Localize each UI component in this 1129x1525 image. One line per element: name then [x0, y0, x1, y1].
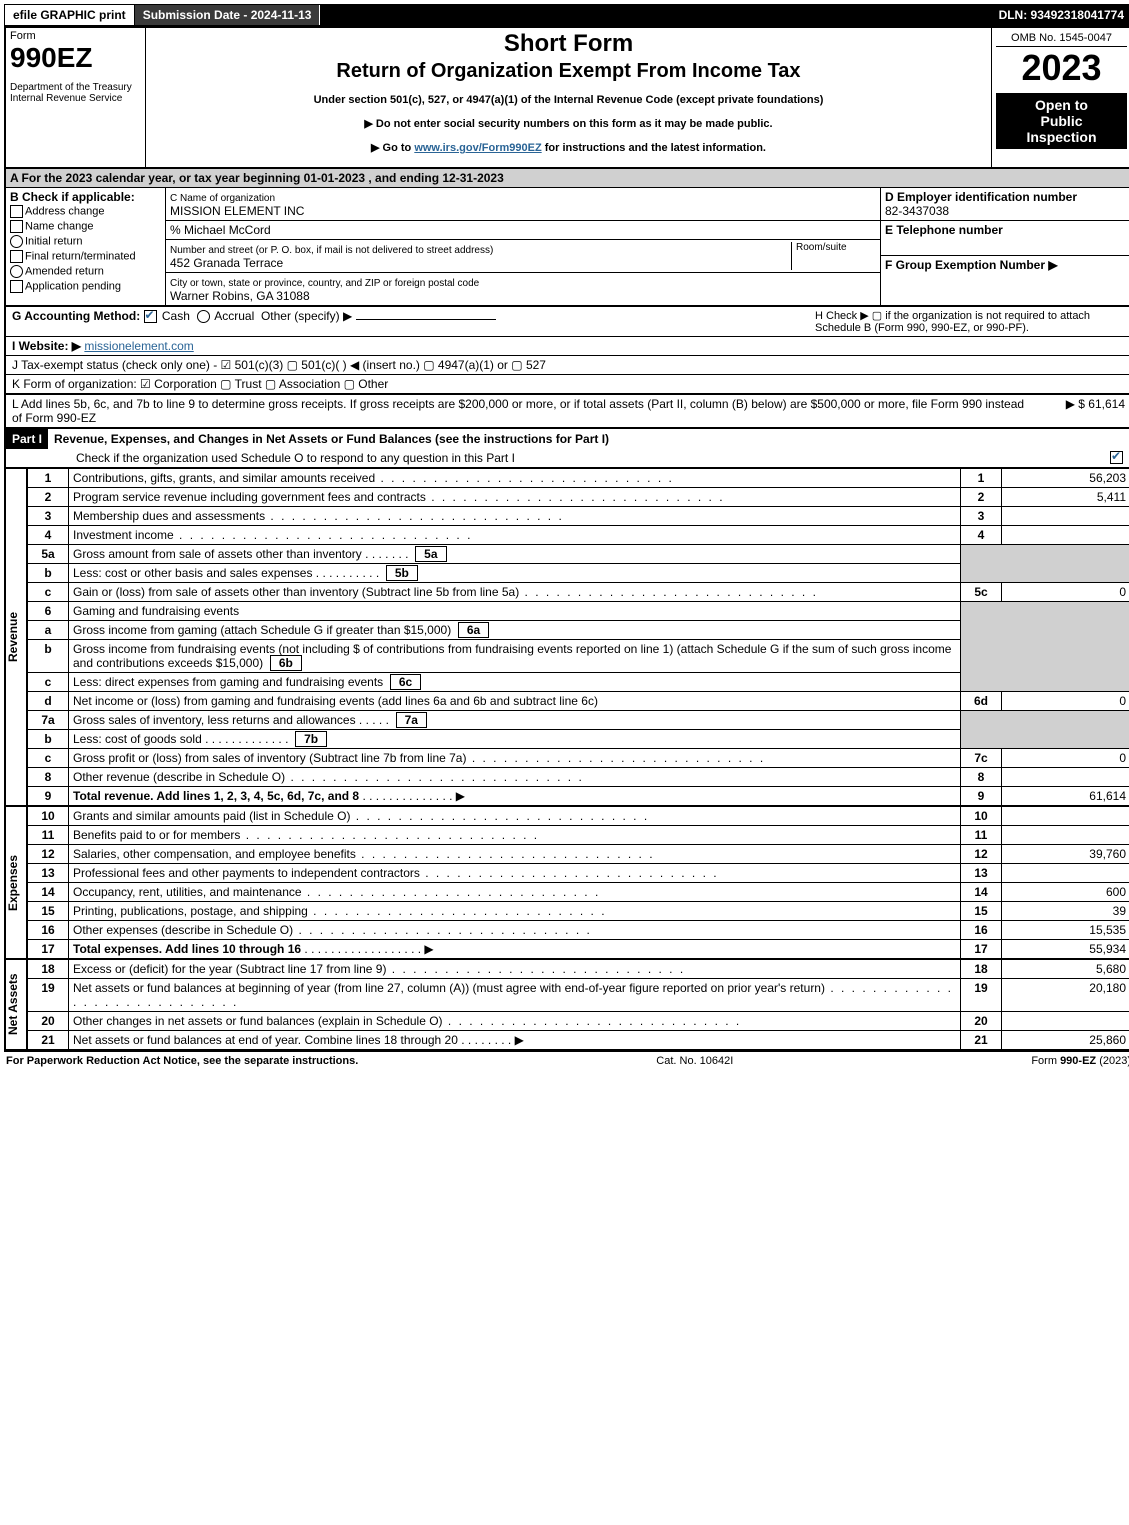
c-label: C Name of organization [170, 193, 275, 204]
part-i-tag: Part I [6, 429, 48, 449]
i-label: I Website: ▶ [12, 339, 81, 353]
netassets-table: 18Excess or (deficit) for the year (Subt… [27, 959, 1129, 1050]
form-container: Form 990EZ Department of the Treasury In… [4, 26, 1129, 1052]
form-number: 990EZ [10, 42, 141, 74]
accrual-label: Accrual [214, 309, 254, 323]
line-a: A For the 2023 calendar year, or tax yea… [6, 169, 1129, 188]
line-h: H Check ▶ ▢ if the organization is not r… [815, 309, 1125, 334]
expenses-side-label: Expenses [6, 806, 27, 959]
amt-2: 5,411 [1002, 488, 1129, 507]
amt-15: 39 [1002, 902, 1129, 921]
chk-app-pending[interactable]: Application pending [10, 279, 161, 294]
website-link[interactable]: missionelement.com [84, 339, 193, 353]
chk-name-change[interactable]: Name change [10, 219, 161, 234]
amt-17: 55,934 [1002, 940, 1129, 959]
chk-accrual[interactable] [197, 310, 210, 323]
d-label: D Employer identification number [885, 190, 1077, 204]
dept-treasury: Department of the Treasury [10, 82, 141, 93]
submission-date: Submission Date - 2024-11-13 [135, 5, 321, 25]
f-label: F Group Exemption Number ▶ [885, 258, 1058, 272]
chk-schedule-o[interactable] [1110, 451, 1123, 464]
g-label: G Accounting Method: [12, 309, 140, 323]
footer: For Paperwork Reduction Act Notice, see … [4, 1052, 1129, 1070]
line-k: K Form of organization: ☑ Corporation ▢ … [6, 374, 1129, 394]
amt-5c: 0 [1002, 583, 1129, 602]
section-b: B Check if applicable: Address change Na… [6, 188, 166, 305]
amt-19: 20,180 [1002, 979, 1129, 1012]
goto-pre: ▶ Go to [371, 142, 414, 154]
amt-18: 5,680 [1002, 960, 1129, 979]
netassets-side-label: Net Assets [6, 959, 27, 1050]
amt-16: 15,535 [1002, 921, 1129, 940]
chk-cash[interactable] [144, 310, 157, 323]
org-name: MISSION ELEMENT INC [170, 204, 304, 218]
efile-print[interactable]: efile GRAPHIC print [5, 5, 135, 25]
line-j: J Tax-exempt status (check only one) - ☑… [6, 355, 1129, 374]
revenue-table: 1Contributions, gifts, grants, and simil… [27, 468, 1129, 806]
tax-year: 2023 [996, 47, 1127, 89]
amt-12: 39,760 [1002, 845, 1129, 864]
ein: 82-3437038 [885, 204, 949, 218]
chk-address-change[interactable]: Address change [10, 204, 161, 219]
part-i-sub: Check if the organization used Schedule … [76, 451, 1110, 465]
form-title: Short Form [150, 30, 987, 58]
b-label: B Check if applicable: [10, 190, 135, 204]
amt-1: 56,203 [1002, 469, 1129, 488]
street: 452 Granada Terrace [170, 256, 283, 270]
footer-left: For Paperwork Reduction Act Notice, see … [6, 1055, 358, 1067]
amt-6d: 0 [1002, 692, 1129, 711]
irs-link[interactable]: www.irs.gov/Form990EZ [414, 142, 541, 154]
footer-mid: Cat. No. 10642I [656, 1055, 733, 1067]
city-state-zip: Warner Robins, GA 31088 [170, 289, 310, 303]
revenue-side-label: Revenue [6, 468, 27, 806]
line-l-amt: ▶ $ 61,614 [1025, 397, 1125, 425]
cash-label: Cash [162, 309, 190, 323]
street-label: Number and street (or P. O. box, if mail… [170, 245, 493, 256]
open-to-public: Open toPublicInspection [996, 93, 1127, 149]
form-subtitle: Return of Organization Exempt From Incom… [150, 60, 987, 83]
amt-7c: 0 [1002, 749, 1129, 768]
goto-post: for instructions and the latest informat… [542, 142, 766, 154]
city-label: City or town, state or province, country… [170, 278, 479, 289]
omb-no: OMB No. 1545-0047 [996, 30, 1127, 47]
form-word: Form [10, 30, 141, 42]
dept-irs: Internal Revenue Service [10, 93, 141, 104]
careof: % Michael McCord [166, 221, 880, 240]
amt-14: 600 [1002, 883, 1129, 902]
footer-right: Form 990-EZ (2023) [1031, 1055, 1129, 1067]
amt-9: 61,614 [1002, 787, 1129, 806]
part-i-title: Revenue, Expenses, and Changes in Net As… [48, 429, 615, 449]
chk-initial-return[interactable]: Initial return [10, 234, 161, 249]
chk-final-return[interactable]: Final return/terminated [10, 249, 161, 264]
expenses-table: 10Grants and similar amounts paid (list … [27, 806, 1129, 959]
part-i-header: Part I Revenue, Expenses, and Changes in… [6, 427, 1129, 449]
dln: DLN: 93492318041774 [991, 5, 1129, 25]
chk-amended[interactable]: Amended return [10, 264, 161, 279]
e-label: E Telephone number [885, 223, 1003, 237]
other-label: Other (specify) ▶ [261, 309, 352, 323]
line-l-text: L Add lines 5b, 6c, and 7b to line 9 to … [12, 397, 1025, 425]
ssn-warning: ▶ Do not enter social security numbers o… [150, 117, 987, 130]
amt-21: 25,860 [1002, 1031, 1129, 1050]
top-bar: efile GRAPHIC print Submission Date - 20… [4, 4, 1129, 26]
under-section: Under section 501(c), 527, or 4947(a)(1)… [150, 94, 987, 106]
room-suite-label: Room/suite [791, 242, 876, 270]
header: Form 990EZ Department of the Treasury In… [6, 28, 1129, 169]
goto-line: ▶ Go to www.irs.gov/Form990EZ for instru… [150, 141, 987, 154]
